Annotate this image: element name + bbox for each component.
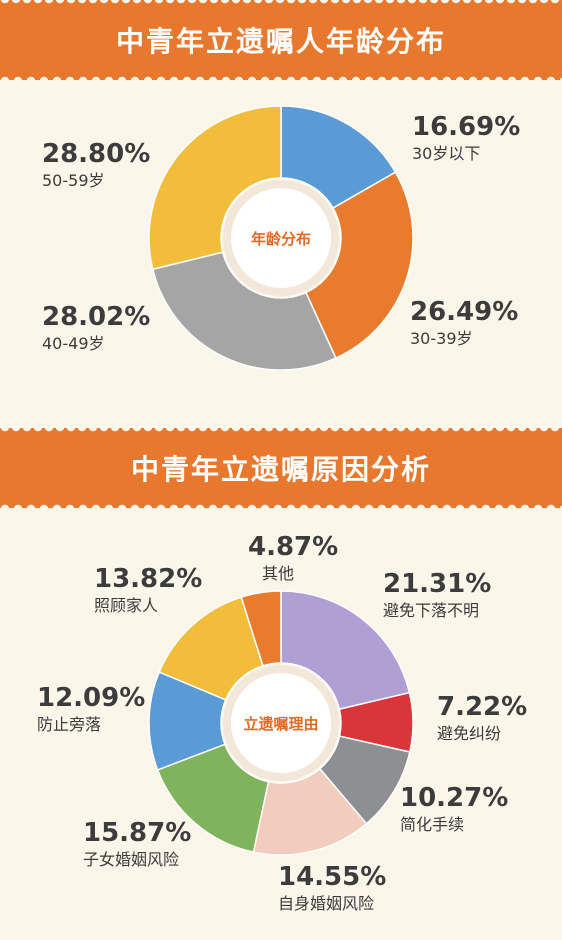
data-label-category: 30-39岁 (410, 329, 473, 348)
banner-edge-bottom (0, 499, 562, 509)
banner-edge-top (0, 0, 562, 9)
data-label-value: 12.09% (37, 683, 145, 713)
reason-section-title: 中青年立遗嘱原因分析 (130, 453, 431, 486)
data-label-value: 28.02% (42, 302, 150, 332)
data-label-category: 简化手续 (400, 815, 464, 834)
data-label-category: 照顾家人 (94, 596, 158, 615)
donut-slice-3 (148, 105, 282, 271)
data-label-value: 26.49% (410, 297, 518, 327)
reason-analysis-donut-chart: 立遗嘱理由 21.31% 避免下落不明 7.22% 避免纠纷 10.27% 简化手续 14.5… (37, 532, 527, 913)
data-label-category: 子女婚姻风险 (83, 850, 179, 869)
donut-slice-0 (280, 590, 411, 711)
age-section-banner: 中青年立遗嘱人年龄分布 (0, 0, 562, 81)
donut-slice-0 (280, 105, 397, 210)
reason-section-banner: 中青年立遗嘱原因分析 (0, 427, 562, 509)
data-label-category: 防止旁落 (37, 715, 101, 734)
banner-edge-bottom (0, 71, 562, 81)
data-label-value: 14.55% (278, 862, 386, 892)
donut-slice-1 (304, 171, 414, 360)
data-label-category: 自身婚姻风险 (278, 894, 374, 913)
data-label-value: 4.87% (248, 532, 338, 562)
data-label-value: 10.27% (400, 783, 508, 813)
data-label-category: 其他 (262, 564, 294, 583)
donut-center-label: 立遗嘱理由 (243, 715, 318, 733)
data-label-category: 避免下落不明 (383, 601, 479, 620)
data-label-category: 避免纠纷 (437, 724, 501, 743)
age-distribution-donut-chart: 年龄分布 16.69% 30岁以下 26.49% 30-39岁 28.02% 40-49岁 2… (42, 105, 520, 371)
donut-center-label: 年龄分布 (251, 230, 311, 248)
donut-slice-2 (151, 251, 337, 371)
data-label-value: 21.31% (383, 569, 491, 599)
data-label-category: 30岁以下 (412, 144, 480, 163)
donut-center (231, 188, 331, 288)
data-label-category: 40-49岁 (42, 334, 105, 353)
age-section-title: 中青年立遗嘱人年龄分布 (115, 25, 446, 58)
data-label-value: 15.87% (83, 818, 191, 848)
data-label-category: 50-59岁 (42, 171, 105, 190)
donut-slice-7 (240, 590, 282, 667)
data-label-value: 13.82% (94, 564, 202, 594)
banner-edge-top (0, 427, 562, 437)
data-label-value: 28.80% (42, 139, 150, 169)
donut-center (231, 673, 331, 773)
data-label-value: 16.69% (412, 112, 520, 142)
data-label-value: 7.22% (437, 692, 527, 722)
